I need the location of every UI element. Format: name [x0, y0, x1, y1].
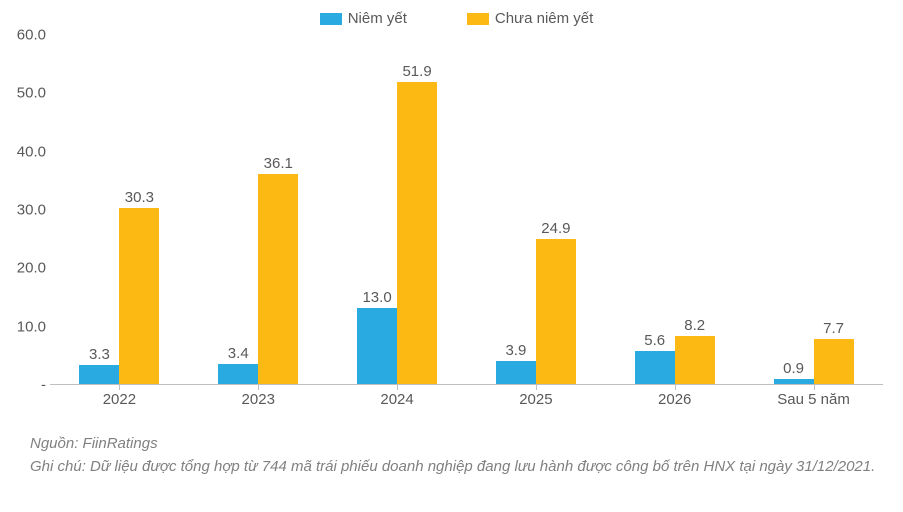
bar-wrap: 51.9 [397, 82, 437, 384]
y-tick-label: 10.0 [6, 318, 46, 335]
bar [635, 351, 675, 384]
bar-groups: 3.330.33.436.113.051.93.924.95.68.20.97.… [50, 35, 883, 384]
bar-wrap: 36.1 [258, 174, 298, 384]
legend-label-0: Niêm yết [348, 10, 407, 27]
bar-group: 5.68.2 [605, 35, 744, 384]
source-text: Nguồn: FiinRatings [30, 433, 883, 456]
bar-value-label: 51.9 [402, 63, 431, 82]
bar-group: 0.97.7 [744, 35, 883, 384]
plot-area: 3.330.33.436.113.051.93.924.95.68.20.97.… [50, 35, 883, 385]
y-tick-label: 50.0 [6, 85, 46, 102]
x-axis-label: 2023 [189, 385, 328, 415]
x-axis-label: 2024 [328, 385, 467, 415]
x-axis-label: Sau 5 năm [744, 385, 883, 415]
bar [814, 339, 854, 384]
bar-value-label: 0.9 [783, 360, 804, 379]
x-axis-label: 2026 [605, 385, 744, 415]
bar [119, 208, 159, 384]
bar-value-label: 24.9 [541, 220, 570, 239]
bar-wrap: 30.3 [119, 208, 159, 384]
bar [258, 174, 298, 384]
x-axis-label: 2022 [50, 385, 189, 415]
legend-swatch-1 [467, 13, 489, 25]
y-tick-label: 20.0 [6, 260, 46, 277]
bar-wrap: 13.0 [357, 308, 397, 384]
bar-value-label: 3.9 [505, 342, 526, 361]
bar [79, 365, 119, 384]
legend-label-1: Chưa niêm yết [495, 10, 593, 27]
bar-wrap: 3.9 [496, 361, 536, 384]
bar-group: 3.924.9 [466, 35, 605, 384]
bar-value-label: 8.2 [684, 317, 705, 336]
bar-value-label: 3.4 [228, 345, 249, 364]
legend-swatch-0 [320, 13, 342, 25]
bar [536, 239, 576, 384]
y-tick-label: 60.0 [6, 27, 46, 44]
bar-group: 3.436.1 [189, 35, 328, 384]
legend-item-0: Niêm yết [320, 10, 407, 27]
bar-value-label: 7.7 [823, 320, 844, 339]
bar-wrap: 3.3 [79, 365, 119, 384]
bar-value-label: 3.3 [89, 346, 110, 365]
bar [675, 336, 715, 384]
chart-footer: Nguồn: FiinRatings Ghi chú: Dữ liệu được… [30, 433, 883, 478]
bar-value-label: 30.3 [125, 189, 154, 208]
bar-wrap: 7.7 [814, 339, 854, 384]
bar-chart: -10.020.030.040.050.060.0 3.330.33.436.1… [50, 35, 883, 415]
bar-group: 3.330.3 [50, 35, 189, 384]
bar-wrap: 8.2 [675, 336, 715, 384]
bar-wrap: 5.6 [635, 351, 675, 384]
note-text: Ghi chú: Dữ liệu được tổng hợp từ 744 mã… [30, 456, 883, 479]
bar-wrap: 24.9 [536, 239, 576, 384]
y-tick-label: 40.0 [6, 143, 46, 160]
bar-value-label: 13.0 [362, 289, 391, 308]
x-axis-label: 2025 [466, 385, 605, 415]
chart-legend: Niêm yết Chưa niêm yết [30, 10, 883, 27]
bar [774, 379, 814, 384]
y-tick-label: - [6, 377, 46, 394]
bar-value-label: 5.6 [644, 332, 665, 351]
x-axis: 20222023202420252026Sau 5 năm [50, 385, 883, 415]
bar [397, 82, 437, 384]
bar-wrap: 0.9 [774, 379, 814, 384]
bar [218, 364, 258, 384]
bar-group: 13.051.9 [328, 35, 467, 384]
bar-wrap: 3.4 [218, 364, 258, 384]
bar-value-label: 36.1 [264, 155, 293, 174]
y-axis: -10.020.030.040.050.060.0 [10, 35, 50, 385]
bar [496, 361, 536, 384]
legend-item-1: Chưa niêm yết [467, 10, 593, 27]
bar [357, 308, 397, 384]
y-tick-label: 30.0 [6, 202, 46, 219]
